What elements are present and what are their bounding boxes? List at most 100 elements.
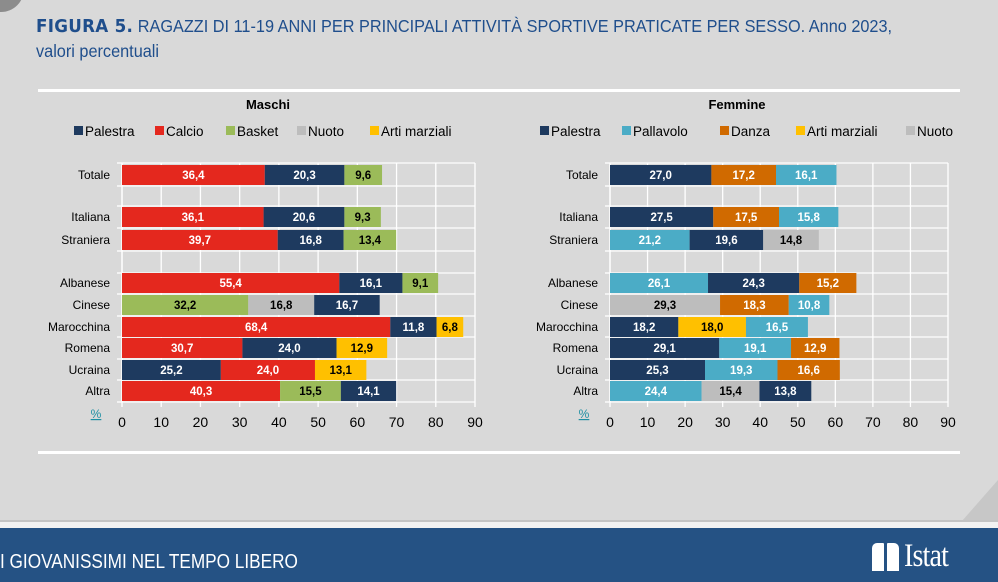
data-label: 13,1 [329,365,352,377]
bar-segment-danza [713,207,779,227]
data-label: 25,2 [160,365,182,377]
legend-swatch [370,126,379,135]
legend-item: Pallavolo [622,124,688,139]
bar-segment-palestra [264,165,345,185]
x-tick-label: 10 [153,414,169,430]
bar-segment-arti-marziali [678,317,746,337]
bar-segment-basket [280,381,341,401]
data-label: 14,1 [357,386,380,398]
x-axis-unit-label: % [579,407,590,421]
data-label: 16,7 [336,300,358,312]
category-label: Italiana [71,210,110,224]
data-label: 19,1 [744,343,767,355]
category-label: Ucraina [557,363,599,377]
bar-segment-danza [791,338,840,358]
data-label: 24,3 [742,278,764,290]
legend-label: Nuoto [917,124,953,139]
x-tick-label: 80 [903,414,919,430]
legend-item: Danza [720,124,771,139]
bar-segment-calcio [122,165,265,185]
bar-segment-danza [720,295,789,315]
data-label: 16,5 [766,322,789,334]
x-tick-label: 40 [752,414,768,430]
data-label: 20,3 [293,170,315,182]
legend-label: Palestra [551,124,601,139]
chart-frame-bottom-line [38,451,960,454]
data-label: 39,7 [189,235,211,247]
logo-text: Istat [904,538,949,574]
bar-segment-calcio [122,338,243,358]
data-label: 17,2 [733,170,755,182]
category-label: Altra [85,384,110,398]
figure-title-caps: RAGAZZI DI 11-19 ANNI PER PRINCIPALI ATT… [137,16,806,36]
bar-segment-basket [122,295,249,315]
category-label: Straniera [61,233,110,247]
bar-segment-pallavolo [788,295,830,315]
data-label: 16,6 [797,365,819,377]
legend-item: Arti marziali [370,124,452,139]
data-label: 13,4 [359,235,382,247]
legend-item: Palestra [74,124,135,139]
x-tick-label: 70 [865,414,881,430]
x-tick-label: 70 [389,414,405,430]
data-label: 15,4 [719,386,742,398]
data-label: 13,8 [774,386,797,398]
legend-item: Palestra [540,124,601,139]
bar-segment-palestra [122,360,221,380]
data-label: 29,1 [653,343,676,355]
bar-segment-calcio [122,207,264,227]
bar-segment-danza [711,165,776,185]
bar-segment-pallavolo [610,273,709,293]
data-label: 17,5 [735,212,758,224]
legend-swatch [74,126,83,135]
legend-item: Nuoto [297,124,344,139]
data-label: 16,8 [270,300,293,312]
category-label: Albanese [548,276,598,290]
category-label: Italiana [559,210,598,224]
category-label: Totale [566,168,598,182]
bar-segment-arti-marziali [314,360,367,380]
bar-segment-palestra [759,381,812,401]
bar-segment-nuoto [248,295,315,315]
legend-label: Arti marziali [807,124,878,139]
bar-segment-pallavolo [610,230,690,250]
bar-segment-basket [402,273,439,293]
bar-segment-palestra [242,338,337,358]
legend-swatch [796,126,805,135]
x-tick-label: 0 [118,414,126,430]
x-tick-label: 30 [232,414,248,430]
x-tick-label: 20 [193,414,209,430]
data-label: 16,1 [795,170,818,182]
data-label: 18,3 [743,300,765,312]
bar-segment-nuoto [610,295,721,315]
legend-label: Pallavolo [633,124,688,139]
category-label: Cinese [73,298,111,312]
x-tick-label: 90 [940,414,956,430]
bar-segment-arti-marziali [436,317,464,337]
page-corner-fold [962,480,998,521]
data-label: 24,0 [278,343,300,355]
charts-canvas: Maschi Palestra Calcio Basket Nuoto Arti marz… [48,97,956,430]
x-tick-label: 40 [271,414,287,430]
data-label: 25,3 [646,365,668,377]
x-tick-label: 60 [828,414,844,430]
bar-segment-danza [799,273,857,293]
data-label: 18,0 [701,322,723,334]
legend-item: Basket [226,124,279,139]
data-label: 15,2 [817,278,839,290]
footer-separator [0,520,998,522]
data-label: 68,4 [245,322,268,334]
figure-label: FIGURA 5. [36,16,134,37]
legend-item: Nuoto [906,124,953,139]
bar-segment-calcio [122,230,278,250]
footer-separator-light [0,522,998,528]
chart-panel-femmine: Femmine Palestra Pallavolo Danza Arti marzia… [536,97,956,430]
bar-segment-palestra [610,338,720,358]
data-label: 9,1 [412,278,429,290]
bar-segment-pallavolo [779,207,839,227]
bar-segment-danza [777,360,840,380]
bar-segment-pallavolo [775,165,837,185]
legend-swatch [155,126,164,135]
chart-title: Maschi [246,97,290,112]
data-label: 24,4 [645,386,668,398]
